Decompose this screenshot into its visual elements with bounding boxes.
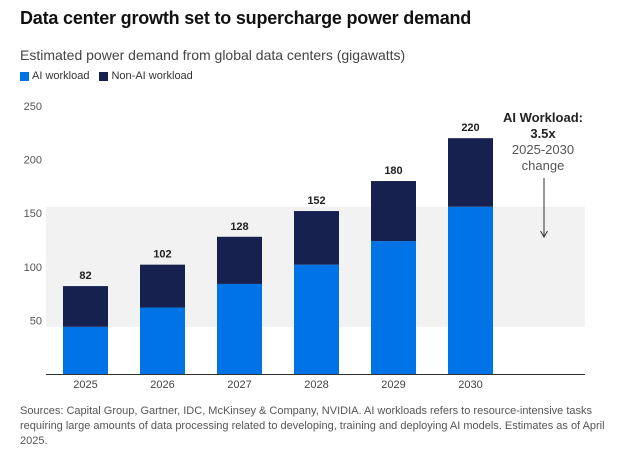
- total-label-2026: 102: [153, 249, 171, 261]
- bar-non-ai-2025: [63, 286, 108, 327]
- x-tick-label: 2025: [73, 379, 97, 391]
- annotation: AI Workload: 3.5x 2025-2030 change: [493, 110, 593, 174]
- y-tick-label: 50: [30, 315, 42, 327]
- total-label-2025: 82: [79, 270, 91, 282]
- bar-ai-2026: [140, 307, 185, 374]
- arrow-down-icon: [540, 230, 548, 238]
- y-tick-label: 150: [24, 208, 42, 220]
- bar-non-ai-2030: [448, 138, 493, 207]
- x-tick-label: 2027: [227, 379, 251, 391]
- bar-ai-2029: [371, 241, 416, 374]
- legend-swatch-non-ai: [99, 71, 109, 81]
- bar-non-ai-2026: [140, 264, 185, 308]
- bar-non-ai-2027: [217, 236, 262, 284]
- y-tick-label: 250: [24, 101, 42, 113]
- total-label-2030: 220: [461, 122, 479, 134]
- legend-item-ai: AI workload: [20, 70, 89, 82]
- total-label-2028: 152: [307, 195, 325, 207]
- legend-item-non-ai: Non-AI workload: [99, 70, 193, 82]
- annotation-line1: AI Workload:: [503, 110, 583, 125]
- annotation-line4: change: [521, 158, 565, 173]
- legend-swatch-ai: [20, 71, 29, 81]
- x-tick-label: 2030: [458, 379, 482, 391]
- legend: AI workload Non-AI workload: [20, 70, 193, 82]
- x-tick-label: 2026: [150, 379, 174, 391]
- total-label-2027: 128: [230, 221, 248, 233]
- chart-subtitle: Estimated power demand from global data …: [20, 47, 406, 63]
- x-tick-label: 2029: [381, 379, 405, 391]
- bar-chart: 50 100 150 200 250 82 2025 102 2026 128 2027 152 202…: [24, 101, 585, 391]
- legend-label-non-ai: Non-AI workload: [111, 70, 193, 82]
- annotation-line3: 2025-2030: [511, 142, 575, 157]
- chart-title: Data center growth set to supercharge po…: [20, 8, 472, 28]
- annotation-line2: 3.5x: [530, 126, 556, 141]
- bar-ai-2028: [294, 264, 339, 374]
- bar-ai-2027: [217, 283, 262, 374]
- x-tick-label: 2028: [304, 379, 328, 391]
- bar-ai-2025: [63, 326, 108, 374]
- y-tick-label: 100: [24, 262, 42, 274]
- bar-non-ai-2028: [294, 211, 339, 265]
- sources-note: Sources: Capital Group, Gartner, IDC, Mc…: [20, 405, 605, 447]
- bar-non-ai-2029: [371, 181, 416, 242]
- total-label-2029: 180: [384, 165, 402, 177]
- y-tick-label: 200: [24, 155, 42, 167]
- legend-label-ai: AI workload: [32, 70, 90, 82]
- bar-ai-2030: [448, 206, 493, 374]
